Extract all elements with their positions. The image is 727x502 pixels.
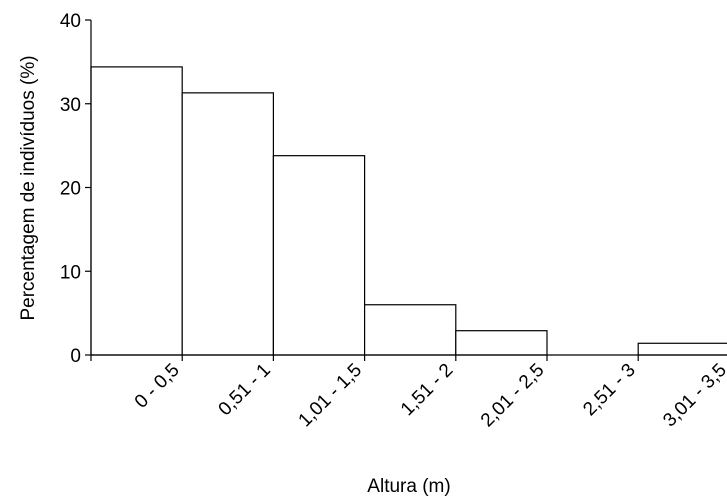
y-tick-label-4: 40 [60, 11, 81, 32]
y-tick-label-2: 20 [60, 179, 81, 200]
x-tick-label-4: 2,01 - 2,5 [477, 360, 549, 432]
x-tick-label-1: 0,51 - 1 [215, 360, 275, 420]
bars-group [90, 66, 727, 356]
y-tick-label-1: 10 [60, 262, 81, 283]
bar-2 [272, 155, 366, 356]
y-ticks-group: 0 10 20 30 40 [60, 11, 91, 367]
x-tick-label-2: 1,01 - 1,5 [295, 360, 367, 432]
bar-6 [637, 342, 727, 356]
y-tick-label-0: 0 [70, 346, 81, 367]
y-tick-label-3: 30 [60, 95, 81, 116]
bar-3 [364, 304, 457, 356]
bar-0 [90, 66, 183, 356]
x-tick-label-6: 3,01 - 3,5 [659, 360, 727, 432]
x-ticks-group: 0 - 0,5 0,51 - 1 1,01 - 1,5 1,51 - 2 2,01 - … [90, 355, 727, 432]
x-tick-label-5: 2,51 - 3 [579, 360, 639, 420]
y-axis-title: Percentagem de indivíduos (%) [18, 55, 39, 320]
bar-4 [455, 330, 548, 356]
x-axis-title: Altura (m) [367, 476, 450, 497]
x-tick-label-3: 1,51 - 2 [397, 360, 457, 420]
x-tick-label-0: 0 - 0,5 [131, 360, 184, 413]
bar-1 [181, 92, 274, 356]
